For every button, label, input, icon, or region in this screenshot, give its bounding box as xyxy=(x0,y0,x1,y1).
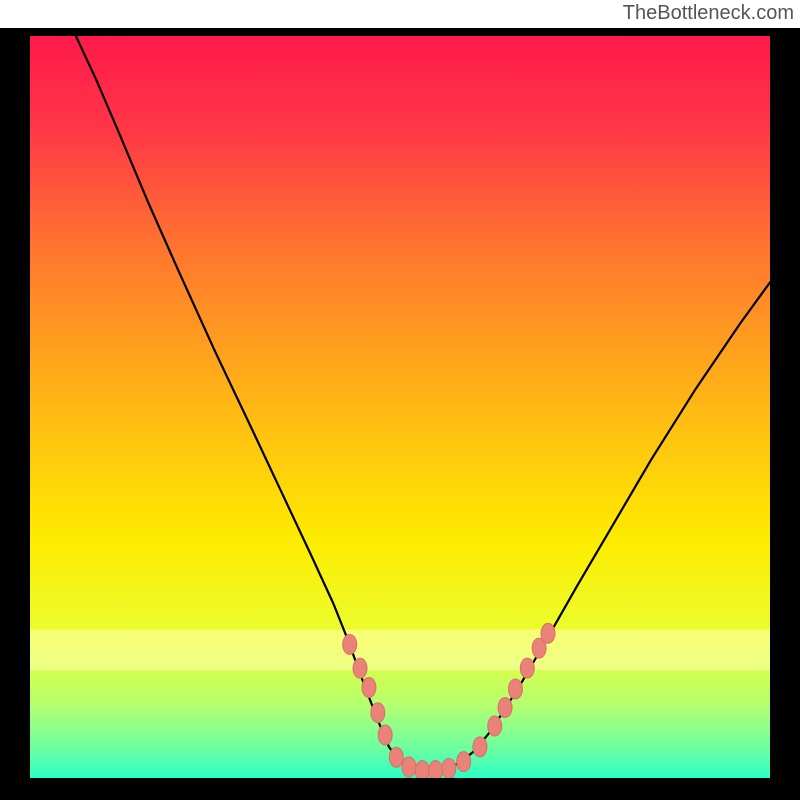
curve-marker xyxy=(343,634,357,654)
curve-marker xyxy=(429,761,443,778)
highlight-band xyxy=(30,630,770,671)
watermark-text: TheBottleneck.com xyxy=(623,2,794,25)
curve-marker xyxy=(371,703,385,723)
curve-marker xyxy=(473,737,487,757)
curve-marker xyxy=(442,758,456,778)
curve-marker xyxy=(457,752,471,772)
curve-marker xyxy=(415,761,429,778)
curve-marker xyxy=(362,677,376,697)
chart-overlay-svg xyxy=(30,36,770,778)
curve-marker xyxy=(378,725,392,745)
curve-marker xyxy=(508,679,522,699)
curve-marker xyxy=(498,698,512,718)
curve-marker xyxy=(402,757,416,777)
curve-marker xyxy=(353,658,367,678)
chart-frame xyxy=(0,28,800,800)
curve-marker xyxy=(520,658,534,678)
plot-area xyxy=(30,36,770,778)
curve-marker xyxy=(541,623,555,643)
curve-marker xyxy=(488,716,502,736)
curve-marker xyxy=(389,747,403,767)
